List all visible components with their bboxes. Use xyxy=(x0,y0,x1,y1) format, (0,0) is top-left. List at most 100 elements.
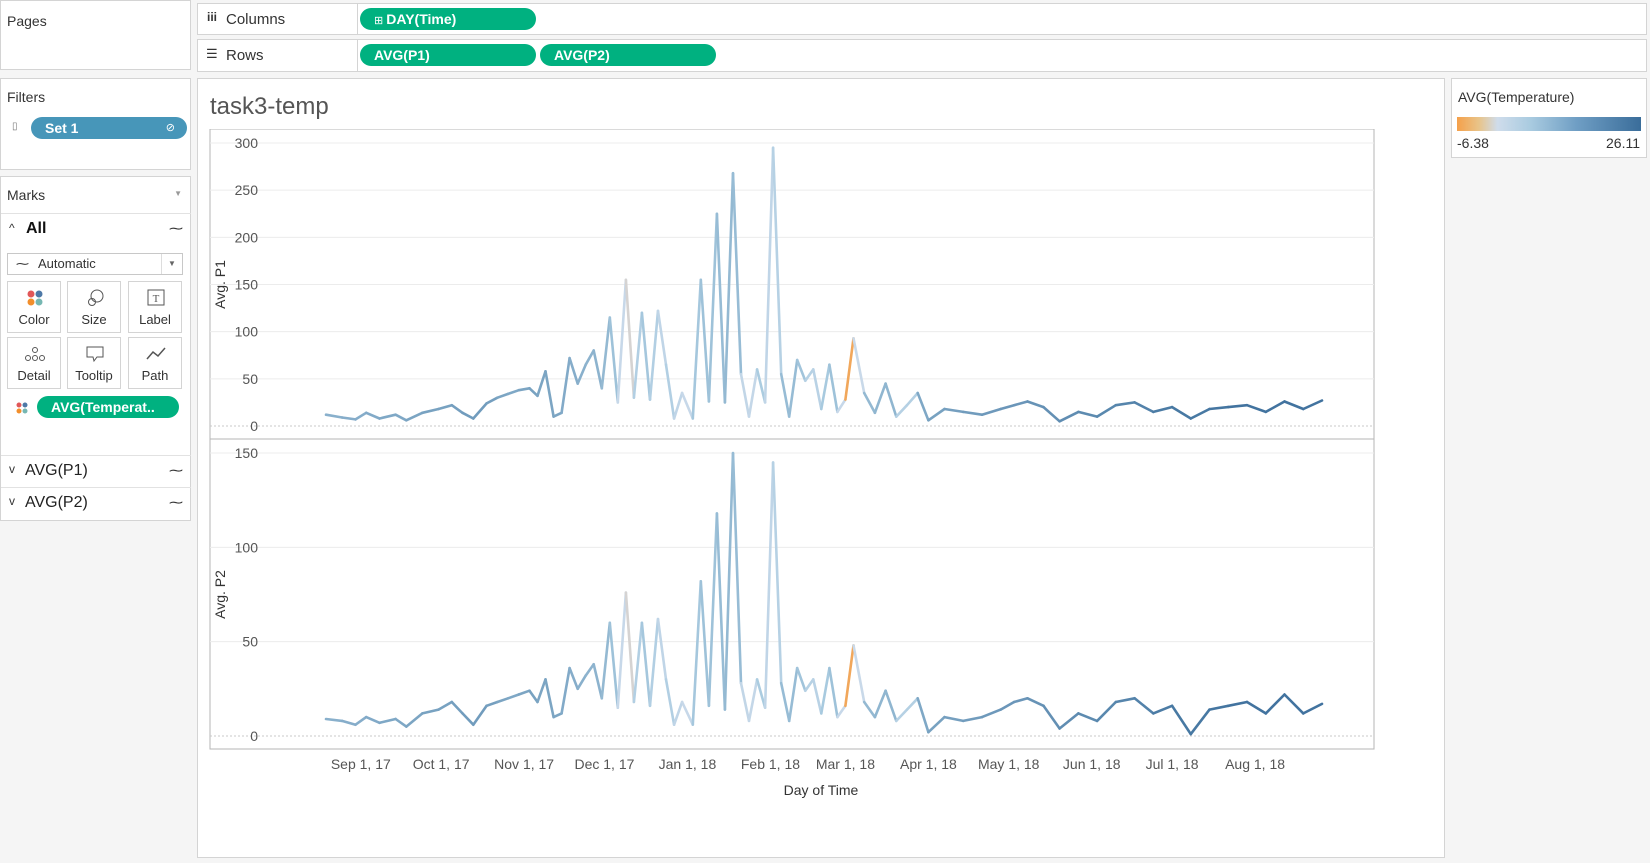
line-segment[interactable] xyxy=(364,715,381,725)
line-segment[interactable] xyxy=(584,349,596,366)
line-segment[interactable] xyxy=(496,392,510,400)
line-segment[interactable] xyxy=(664,678,676,727)
color-field-pill[interactable]: AVG(Temperat.. xyxy=(37,396,179,418)
line-segment[interactable] xyxy=(608,316,620,404)
line-segment[interactable] xyxy=(506,388,521,396)
mark-type-dropdown[interactable]: ⁓ Automatic ▼ xyxy=(7,253,183,275)
collapse-icon[interactable]: ^ xyxy=(9,221,15,235)
line-segment[interactable] xyxy=(787,358,799,418)
line-segment[interactable] xyxy=(980,708,1003,719)
line-segment[interactable] xyxy=(916,391,930,422)
line-segment[interactable] xyxy=(1095,403,1118,418)
line-segment[interactable] xyxy=(680,700,695,727)
line-segment[interactable] xyxy=(584,662,596,677)
line-segment[interactable] xyxy=(699,579,711,708)
line-segment[interactable] xyxy=(552,712,563,719)
line-segment[interactable] xyxy=(656,617,668,681)
line-segment[interactable] xyxy=(672,700,684,727)
line-segment[interactable] xyxy=(1208,405,1230,411)
line-segment[interactable] xyxy=(755,368,767,404)
pill-day-time[interactable]: ⊞ DAY(Time) xyxy=(360,8,536,30)
detail-button[interactable]: Detail xyxy=(7,337,61,389)
line-segment[interactable] xyxy=(568,666,580,691)
filter-set1-pill[interactable]: Set 1 ⊘ xyxy=(31,117,187,139)
line-segment[interactable] xyxy=(828,363,839,414)
line-segment[interactable] xyxy=(771,461,783,685)
expand-icon[interactable]: ⊞ xyxy=(374,15,387,27)
line-segment[interactable] xyxy=(1095,700,1118,723)
line-segment[interactable] xyxy=(1170,704,1193,736)
line-segment[interactable] xyxy=(354,715,368,727)
line-segment[interactable] xyxy=(723,451,735,711)
line-segment[interactable] xyxy=(1283,693,1305,715)
line-segment[interactable] xyxy=(1012,400,1029,407)
line-segment[interactable] xyxy=(852,337,866,395)
line-segment[interactable] xyxy=(1227,403,1249,409)
line-segment[interactable] xyxy=(811,678,823,715)
path-button[interactable]: Path xyxy=(128,337,182,389)
line-segment[interactable] xyxy=(517,689,531,696)
line-segment[interactable] xyxy=(916,696,930,734)
line-segment[interactable] xyxy=(961,410,984,417)
line-segment[interactable] xyxy=(894,403,909,418)
line-segment[interactable] xyxy=(421,407,440,415)
line-segment[interactable] xyxy=(836,704,847,719)
line-segment[interactable] xyxy=(576,674,588,691)
line-segment[interactable] xyxy=(779,681,791,723)
line-segment[interactable] xyxy=(632,621,644,704)
line-segment[interactable] xyxy=(873,382,887,415)
line-segment[interactable] xyxy=(1245,700,1268,715)
line-segment[interactable] xyxy=(640,311,652,401)
line-segment[interactable] xyxy=(506,693,521,700)
line-segment[interactable] xyxy=(1026,400,1045,409)
line-segment[interactable] xyxy=(624,278,636,400)
line-segment[interactable] xyxy=(927,715,946,734)
line-segment[interactable] xyxy=(1133,696,1155,715)
line-segment[interactable] xyxy=(699,278,711,403)
line-segment[interactable] xyxy=(691,579,703,727)
line-segment[interactable] xyxy=(1302,702,1324,715)
line-segment[interactable] xyxy=(600,621,612,700)
line-segment[interactable] xyxy=(378,413,397,420)
marks-menu-icon[interactable]: ▼ xyxy=(174,189,182,198)
line-segment[interactable] xyxy=(779,372,791,418)
line-segment[interactable] xyxy=(1151,704,1174,715)
line-segment[interactable] xyxy=(394,413,408,422)
line-segment[interactable] xyxy=(771,146,783,376)
line-segment[interactable] xyxy=(616,591,628,710)
line-segment[interactable] xyxy=(1077,712,1099,723)
line-segment[interactable] xyxy=(862,700,877,719)
line-segment[interactable] xyxy=(1264,400,1286,414)
rows-shelf[interactable]: ☰ Rows AVG(P1) AVG(P2) xyxy=(197,39,1647,72)
color-button[interactable]: Color xyxy=(7,281,61,333)
line-segment[interactable] xyxy=(552,411,563,418)
line-segment[interactable] xyxy=(747,678,759,723)
line-segment[interactable] xyxy=(763,146,775,404)
line-segment[interactable] xyxy=(803,678,815,693)
pill-avg-p1[interactable]: AVG(P1) xyxy=(360,44,536,66)
marks-card-avg-p2[interactable]: v AVG(P2) ⁓ xyxy=(1,487,191,519)
line-segment[interactable] xyxy=(544,370,555,418)
line-segment[interactable] xyxy=(471,704,488,727)
label-button[interactable]: T Label xyxy=(128,281,182,333)
line-segment[interactable] xyxy=(576,363,588,385)
line-segment[interactable] xyxy=(884,689,898,723)
line-segment[interactable] xyxy=(354,411,368,421)
line-segment[interactable] xyxy=(405,411,424,422)
columns-shelf[interactable]: iii Columns ⊞ DAY(Time) xyxy=(197,3,1647,35)
line-segment[interactable] xyxy=(819,666,831,715)
line-segment[interactable] xyxy=(624,591,636,704)
line-segment[interactable] xyxy=(461,411,475,420)
line-segment[interactable] xyxy=(1042,405,1061,423)
line-segment[interactable] xyxy=(1026,696,1045,708)
line-segment[interactable] xyxy=(528,689,539,704)
line-segment[interactable] xyxy=(600,316,612,390)
line-segment[interactable] xyxy=(1283,400,1305,411)
line-segment[interactable] xyxy=(394,717,408,728)
line-segment[interactable] xyxy=(1151,405,1174,414)
line-segment[interactable] xyxy=(1042,704,1061,730)
tooltip-button[interactable]: Tooltip xyxy=(67,337,121,389)
line-segment[interactable] xyxy=(884,382,898,418)
line-segment[interactable] xyxy=(1208,704,1230,711)
line-segment[interactable] xyxy=(894,708,909,723)
